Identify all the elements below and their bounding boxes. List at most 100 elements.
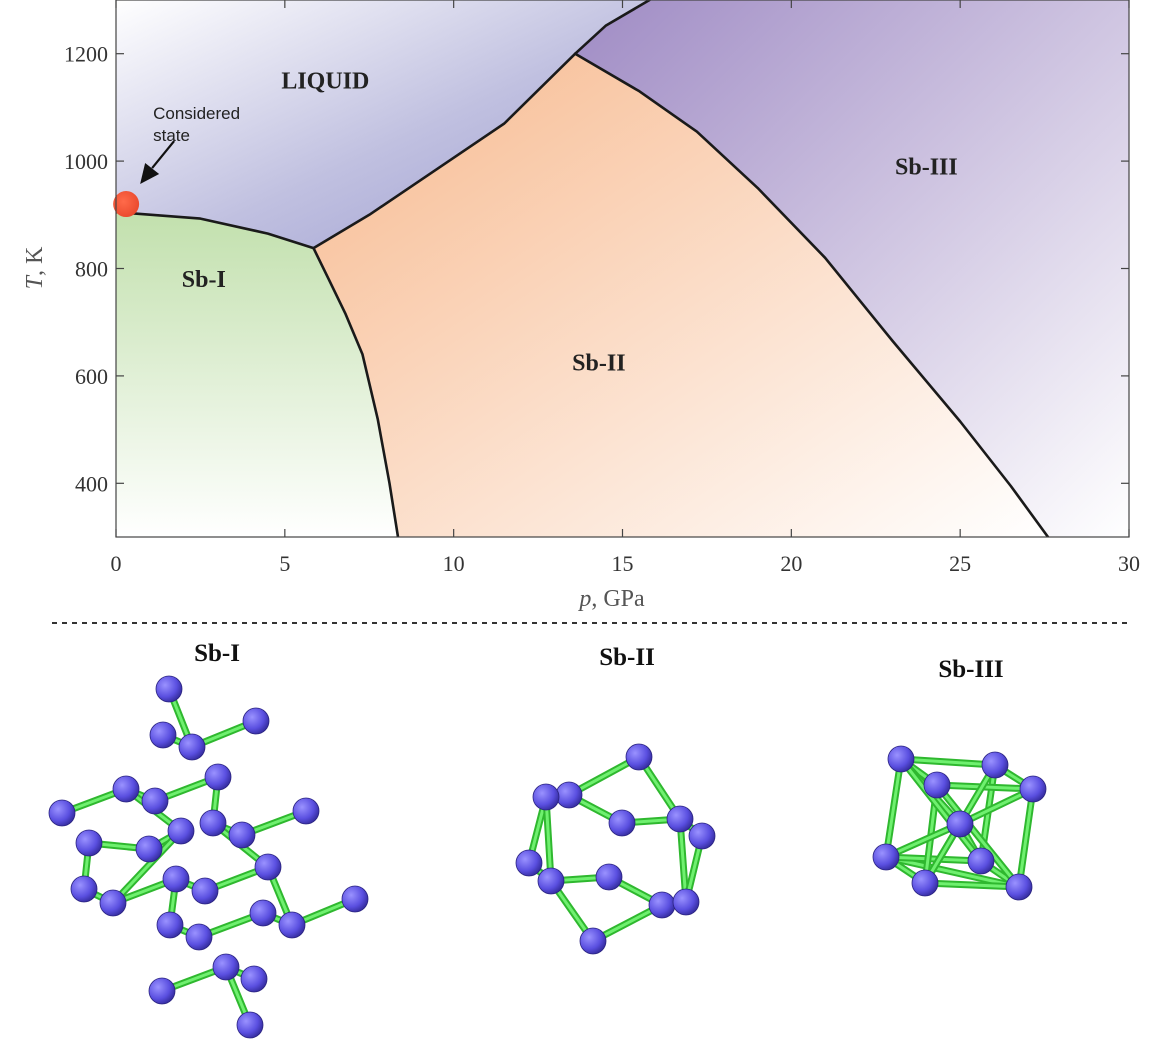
atom	[156, 911, 184, 939]
atom	[141, 787, 169, 815]
atom	[112, 775, 140, 803]
atom	[981, 751, 1009, 779]
boundary-sb-ii-sb-iii	[573, 52, 1050, 537]
state-annotation-line2: state	[153, 126, 190, 145]
bond-highlight	[544, 795, 553, 883]
atom	[240, 965, 268, 993]
x-tick-label: 10	[443, 551, 465, 576]
sb-i-structure	[48, 675, 369, 1039]
x-tick-label: 0	[111, 551, 122, 576]
atom	[70, 875, 98, 903]
atom	[155, 675, 183, 703]
atom	[1005, 873, 1033, 901]
boundary-liquid-sb-iii	[573, 0, 651, 56]
x-tick-label: 30	[1118, 551, 1140, 576]
boundary-sb-i-sb-ii	[312, 246, 400, 537]
y-tick-label: 600	[75, 364, 108, 389]
structure-title-sb-i: Sb-I	[194, 640, 240, 667]
atom	[532, 783, 560, 811]
atom	[688, 822, 716, 850]
bond-highlight	[923, 881, 1021, 889]
state-arrow-head	[140, 163, 160, 185]
atom	[199, 809, 227, 837]
x-tick-label: 5	[279, 551, 290, 576]
x-axis-title: p, GPa	[577, 586, 645, 612]
crystal-structures	[48, 675, 1047, 1039]
atom	[666, 805, 694, 833]
sb-iii-structure	[872, 745, 1047, 901]
region-liquid	[116, 0, 650, 249]
structure-title-sb-iii: Sb-III	[938, 656, 1003, 683]
bond-highlight	[884, 757, 903, 859]
atom	[887, 745, 915, 773]
boundary-liquid-sb-ii	[312, 52, 577, 250]
axes: 0 5 10 15 20 25 30 400 600 800 1000 1200	[64, 0, 1140, 576]
state-annotation-line1: Considered	[153, 104, 240, 123]
atom	[162, 865, 190, 893]
bond-highlight	[884, 855, 983, 863]
y-tick-label: 800	[75, 257, 108, 282]
bond-highlight	[958, 787, 1035, 826]
bond-highlight	[884, 855, 1021, 889]
phase-label-sb-i: Sb-I	[182, 267, 226, 293]
phase-label-sb-iii: Sb-III	[895, 154, 958, 180]
phase-labels: LIQUID Sb-I Sb-II Sb-III	[182, 69, 958, 377]
phase-regions	[116, 0, 1129, 537]
atom	[48, 799, 76, 827]
bond-highlight	[111, 829, 183, 905]
atom	[872, 843, 900, 871]
atom	[135, 835, 163, 863]
bond-highlight	[899, 757, 997, 767]
region-sb-ii	[313, 53, 1048, 537]
atom	[149, 721, 177, 749]
considered-state-marker: Considered state	[113, 104, 240, 218]
phase-label-sb-ii: Sb-II	[572, 350, 625, 376]
y-tick-label: 400	[75, 471, 108, 496]
x-tick-label: 15	[612, 551, 634, 576]
atom	[537, 867, 565, 895]
atom	[212, 953, 240, 981]
atom	[278, 911, 306, 939]
phase-label-liquid: LIQUID	[281, 69, 369, 95]
bond-highlight	[935, 783, 1021, 889]
atom	[923, 771, 951, 799]
atom	[1019, 775, 1047, 803]
boundary-sb-i-liquid	[116, 210, 315, 250]
atom	[242, 707, 270, 735]
atom	[249, 899, 277, 927]
atom	[341, 885, 369, 913]
atom	[228, 821, 256, 849]
bond-highlight	[678, 817, 688, 904]
atom	[555, 781, 583, 809]
atom	[911, 869, 939, 897]
phase-diagram-plot: LIQUID Sb-I Sb-II Sb-III Considered state 0 5…	[64, 0, 1140, 576]
atom	[595, 863, 623, 891]
atom	[946, 810, 974, 838]
x-tick-label: 20	[780, 551, 802, 576]
atom	[99, 889, 127, 917]
bond-highlight	[899, 757, 983, 863]
structure-title-sb-ii: Sb-II	[599, 644, 655, 671]
atom	[648, 891, 676, 919]
sb-ii-structure	[515, 743, 716, 955]
atom	[204, 763, 232, 791]
atom	[236, 1011, 264, 1039]
atom	[185, 923, 213, 951]
atom	[148, 977, 176, 1005]
atom	[254, 853, 282, 881]
state-arrow-shaft	[151, 140, 175, 169]
y-tick-label: 1200	[64, 42, 108, 67]
atom	[167, 817, 195, 845]
atom	[292, 797, 320, 825]
y-tick-label: 1000	[64, 149, 108, 174]
atom	[178, 733, 206, 761]
bond-highlight	[884, 822, 962, 859]
atom	[967, 847, 995, 875]
atom	[672, 888, 700, 916]
region-sb-i	[116, 212, 398, 537]
atom	[625, 743, 653, 771]
atom	[75, 829, 103, 857]
atom	[579, 927, 607, 955]
phase-boundaries	[116, 0, 1050, 537]
